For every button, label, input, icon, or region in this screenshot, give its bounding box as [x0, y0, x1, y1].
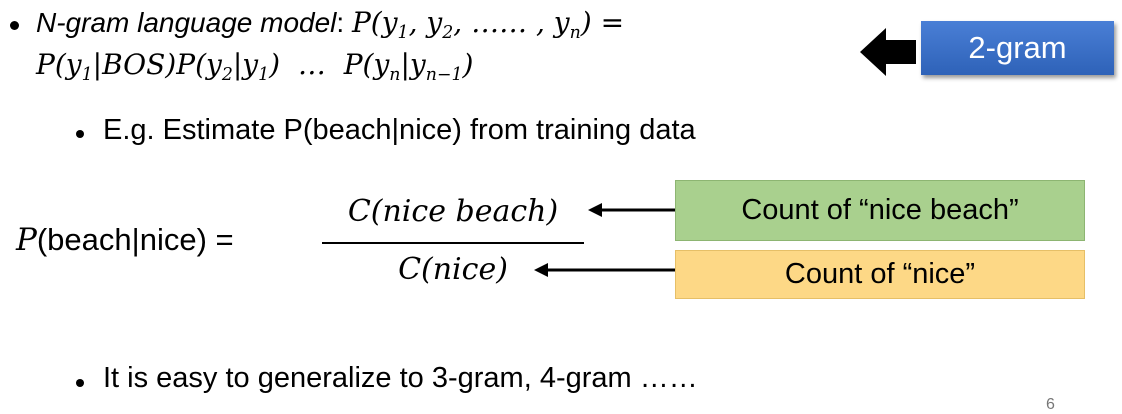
example-text: E.g. Estimate P(beach|nice) from trainin…	[103, 114, 696, 146]
page-number: 6	[1046, 396, 1055, 413]
subscript: n	[569, 23, 581, 44]
lhs: P(beach|nice) =	[16, 222, 234, 258]
formula-part: P(y	[36, 48, 82, 81]
note-box: Count of “nice”	[675, 250, 1085, 299]
formula-part: , y	[408, 6, 443, 39]
formula-part: , …… , y	[453, 6, 570, 39]
note-box: Count of “nice beach”	[675, 180, 1085, 241]
bullet	[76, 379, 84, 387]
formula-part: ) … P(y	[269, 48, 390, 81]
subscript: n−1	[425, 65, 463, 86]
formula-part: P(y	[351, 6, 398, 39]
formula-part: )	[462, 48, 474, 81]
bullet	[76, 130, 84, 138]
denominator: C(nice)	[398, 252, 508, 287]
numerator: C(nice beach)	[347, 194, 559, 229]
formula-line-2: P(y1|BOS)P(y2|y1) … P(yn|yn−1)	[36, 48, 473, 85]
lhs-rest: (beach|nice) =	[36, 222, 234, 257]
subscript: 2	[442, 23, 454, 44]
formula: P(y1, y2, …… , yn) =	[351, 6, 625, 43]
subscript: 2	[221, 65, 233, 86]
arrows	[534, 263, 676, 277]
separator: :	[336, 7, 345, 38]
subscript: 1	[397, 23, 409, 44]
symbol: P	[16, 222, 37, 258]
formula-part: ) =	[580, 6, 625, 39]
subscript: 1	[81, 65, 93, 86]
formula-part: |y	[400, 48, 426, 81]
arrows	[588, 203, 676, 217]
fraction-bar	[322, 242, 584, 244]
formula-part: |y	[232, 48, 259, 81]
label: N-gram language model	[36, 7, 337, 38]
bullet	[10, 21, 19, 30]
footer-text: It is easy to generalize to 3-gram, 4-gr…	[103, 362, 698, 394]
header-line: N-gram language model: P(y1, y2, …… , yn…	[36, 6, 624, 43]
subscript: 1	[258, 65, 270, 86]
tag: 2-gram	[921, 21, 1114, 75]
arrow	[860, 28, 916, 76]
formula-part: |BOS)P(y	[92, 48, 222, 81]
subscript: n	[389, 65, 401, 86]
